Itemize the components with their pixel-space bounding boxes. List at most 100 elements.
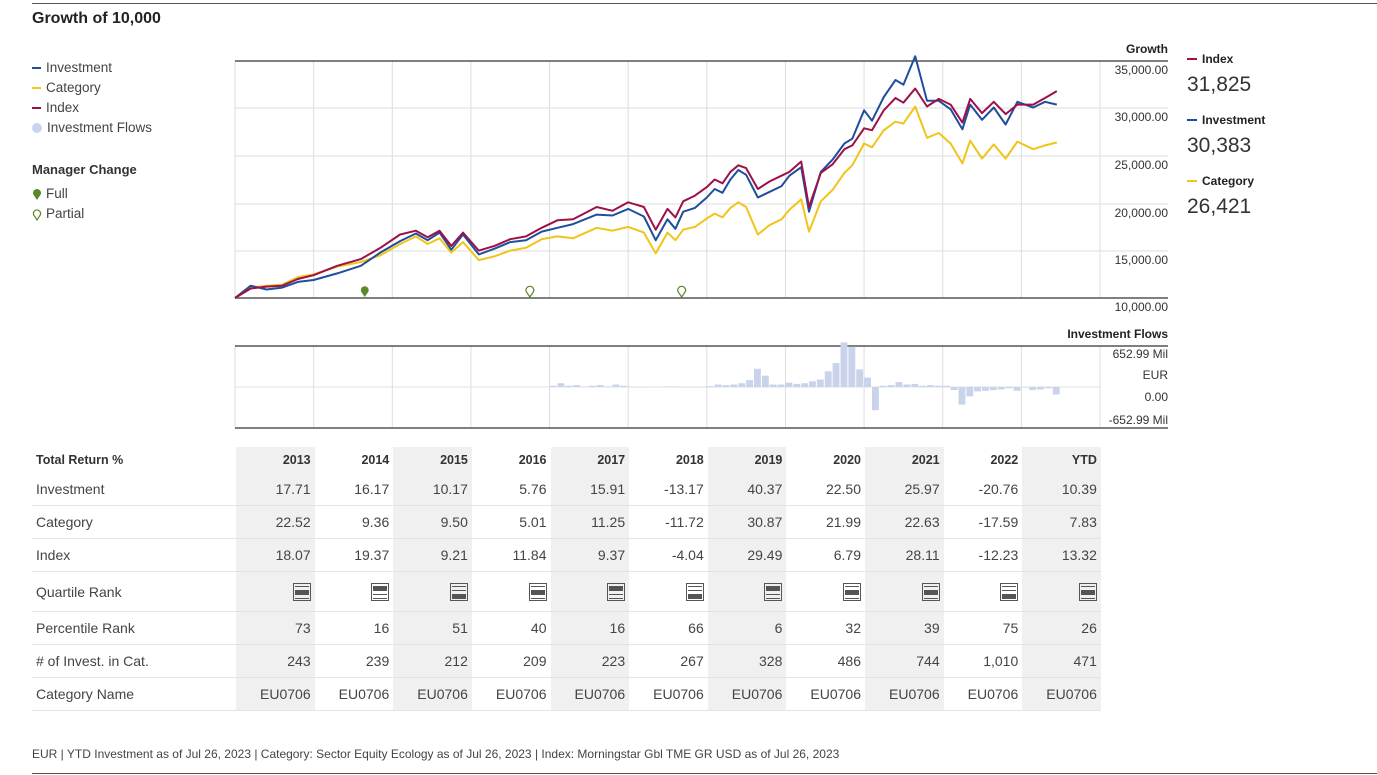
table-cell: 328 (707, 644, 787, 678)
table-column-header: 2020 (833, 453, 861, 467)
table-cell: 9.36 (314, 505, 394, 539)
flow-bar (730, 384, 738, 387)
table-column-header: 2022 (990, 453, 1019, 467)
quartile-segment (766, 597, 781, 599)
flow-bar (942, 385, 950, 387)
table-cell: 5.76 (471, 473, 551, 506)
quartile-rank-icon (843, 582, 861, 601)
quartile-rank-icon (528, 582, 547, 601)
chart-legend: Investment Category Index Investment Flo… (32, 58, 152, 138)
quartile-segment (451, 597, 466, 599)
table-cell: -11.72 (629, 505, 708, 539)
quartile-segment (766, 589, 781, 591)
table-cell: 239 (314, 644, 394, 678)
table-row: # of Invest. in Cat. 243 239 212 209 223 267 32… (32, 644, 1101, 678)
table-column-header: 2016 (518, 453, 547, 467)
quartile-cell (393, 571, 472, 612)
table-cell: 22.63 (865, 505, 944, 539)
quartile-cell (314, 571, 394, 612)
full-marker-icon (33, 188, 41, 200)
table-cell: 15.91 (550, 473, 630, 506)
flow-bar (1037, 387, 1044, 390)
legend-item-investment-flows[interactable]: Investment Flows (32, 118, 152, 138)
flows-tick-label: EUR (1143, 368, 1169, 382)
legend-item-investment[interactable]: Investment (32, 58, 152, 78)
table-cell: 223 (550, 644, 630, 678)
end-value-category: 26,421 (1187, 195, 1252, 218)
quartile-rank-icon (1078, 582, 1097, 601)
manager-change-partial-marker (677, 285, 687, 299)
table-cell: 21.99 (786, 505, 865, 539)
table-cell: 30.87 (707, 505, 787, 539)
quartile-segment (451, 585, 466, 587)
page-title: Growth of 10,000 (32, 10, 161, 27)
table-header-row: Total Return % 2013 2014 2015 2016 2017 2018 20… (32, 447, 1101, 473)
row-label: Index (32, 538, 236, 572)
table-row: Category Name EU0706 EU0706 EU0706 EU0706 EU0… (32, 677, 1101, 711)
table-cell: 6 (707, 611, 787, 645)
footer-note: EUR | YTD Investment as of Jul 26, 2023 … (32, 747, 840, 761)
table-cell: 486 (786, 644, 865, 678)
top-rule (32, 3, 1377, 4)
partial-marker-icon (32, 208, 42, 221)
flow-bar (659, 386, 667, 388)
table-cell: EU0706 (865, 677, 944, 711)
row-label: Percentile Rank (32, 611, 236, 645)
flow-bar (840, 342, 848, 387)
table-column-header: 2017 (597, 453, 626, 467)
table-row: Category 22.52 9.36 9.50 5.01 11.25 -11.72 30.8… (32, 505, 1101, 539)
flow-bar (722, 385, 730, 387)
quartile-segment (530, 593, 545, 595)
quartile-cell (707, 571, 787, 612)
table-cell: 9.37 (550, 538, 630, 572)
flow-bar (714, 384, 722, 387)
manager-change-partial: Partial (32, 204, 84, 224)
flow-bar (1013, 387, 1021, 391)
table-cell: 11.84 (471, 538, 551, 572)
table-cell: 9.50 (393, 505, 472, 539)
table-cell: EU0706 (314, 677, 394, 711)
table-cell: 6.79 (786, 538, 865, 572)
flow-bar (832, 363, 840, 387)
manager-change-full: Full (32, 184, 84, 204)
flow-bar (769, 384, 777, 387)
quartile-segment (1080, 597, 1095, 599)
table-cell: 243 (236, 644, 315, 678)
quartile-segment (294, 597, 309, 599)
table-cell: EU0706 (393, 677, 472, 711)
flow-bar (879, 385, 887, 387)
end-value-index: 31,825 (1187, 73, 1252, 96)
legend-item-category[interactable]: Category (32, 78, 152, 98)
quartile-cell (943, 571, 1023, 612)
legend-item-index[interactable]: Index (32, 98, 152, 118)
flow-bar (895, 382, 903, 387)
table-cell: -4.04 (629, 538, 708, 572)
flow-bar (581, 386, 588, 387)
table-cell: -20.76 (943, 473, 1023, 506)
table-column-header: 2015 (440, 453, 468, 467)
quartile-segment (373, 593, 388, 595)
table-column-header: 2013 (282, 453, 311, 467)
flow-bar (612, 384, 620, 387)
table-cell: 40 (471, 611, 551, 645)
table-column-header: YTD (1071, 453, 1097, 467)
table-cell: 51 (393, 611, 472, 645)
quartile-segment (845, 589, 859, 594)
quartile-rank-icon (607, 582, 626, 601)
end-label-investment: Investment (1187, 113, 1265, 127)
table-cell: -13.17 (629, 473, 708, 506)
table-cell: EU0706 (707, 677, 787, 711)
quartile-rank-icon (449, 582, 468, 601)
end-value-investment: 30,383 (1187, 134, 1252, 157)
flow-bar (809, 381, 816, 387)
row-label: # of Invest. in Cat. (32, 644, 236, 678)
quartile-segment (1080, 593, 1095, 595)
quartile-segment (609, 589, 624, 591)
quartile-cell (629, 571, 708, 612)
flows-tick-label: -652.99 Mil (1109, 413, 1168, 427)
table-cell: EU0706 (236, 677, 315, 711)
growth-tick-label: 20,000.00 (1115, 206, 1169, 220)
table-cell: EU0706 (471, 677, 551, 711)
flow-bar (1052, 387, 1060, 395)
quartile-rank-icon (764, 582, 783, 601)
